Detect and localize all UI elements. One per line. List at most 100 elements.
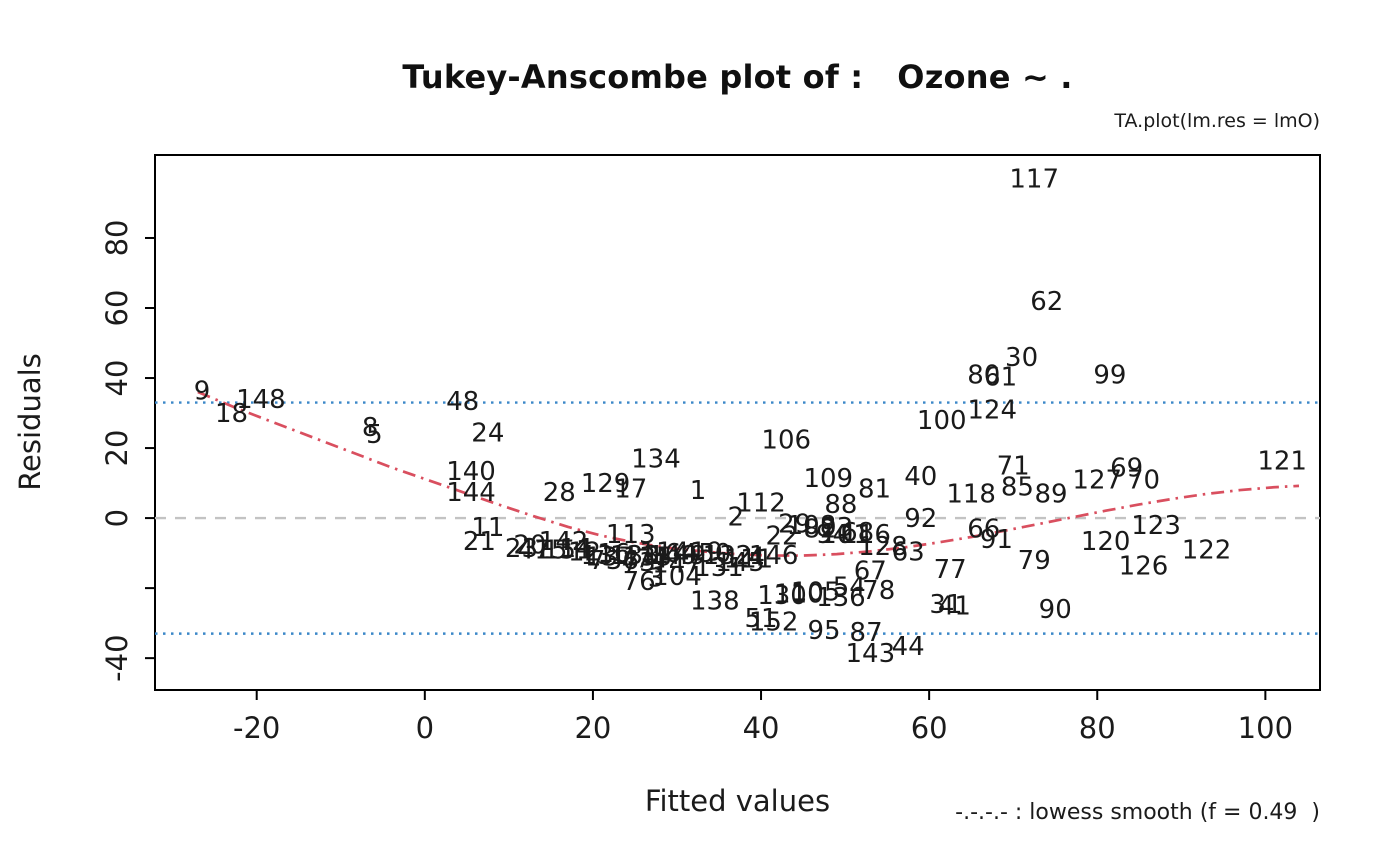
point-label: 82 <box>803 515 836 545</box>
point-label: 109 <box>803 464 853 494</box>
point-label: 90 <box>1039 595 1072 625</box>
point-label: 136 <box>816 583 866 613</box>
point-label: 124 <box>967 396 1017 426</box>
point-label: 54 <box>833 572 866 602</box>
point-label: 85 <box>1001 473 1034 503</box>
y-tick-label: -40 <box>100 634 134 681</box>
point-label: 133 <box>610 541 660 571</box>
point-label: 63 <box>892 537 925 567</box>
plot-call-annotation: TA.plot(lm.res = lmO) <box>1114 110 1320 132</box>
plot-title: Tukey-Anscombe plot of : Ozone ~ . <box>402 58 1073 96</box>
point-label: 67 <box>854 557 887 587</box>
point-label: 144 <box>446 478 496 508</box>
point-label: 88 <box>824 490 857 520</box>
point-label: 30 <box>1005 343 1038 373</box>
point-label: 70 <box>1127 466 1160 496</box>
point-label: 51 <box>744 604 777 634</box>
point-label: 17 <box>614 474 647 504</box>
point-label: 66 <box>967 515 1000 545</box>
point-label: 20 <box>513 530 546 560</box>
point-label: 112 <box>736 488 786 518</box>
point-label: 4 <box>749 543 766 573</box>
point-label: 106 <box>761 425 811 455</box>
point-label: 18 <box>215 399 248 429</box>
point-label: 62 <box>1030 287 1063 317</box>
point-label: 28 <box>543 478 576 508</box>
point-label: 73 <box>623 548 656 578</box>
point-label: 101 <box>820 520 870 550</box>
y-tick-label: 0 <box>100 509 134 527</box>
point-label: 104 <box>652 562 702 592</box>
point-label: 135 <box>623 543 673 573</box>
point-label: 31 <box>929 590 962 620</box>
point-label: 71 <box>997 452 1030 482</box>
point-label: 93 <box>820 513 853 543</box>
point-label: 22 <box>766 522 799 552</box>
point-label: 105 <box>791 578 841 608</box>
point-label: 113 <box>606 520 656 550</box>
point-label: 151 <box>543 536 593 566</box>
point-label: 134 <box>631 445 681 475</box>
y-tick-label: 80 <box>100 220 134 257</box>
point-label: 23 <box>505 534 538 564</box>
point-label: 44 <box>892 632 925 662</box>
point-label: 2 <box>728 502 745 532</box>
x-tick-label: -20 <box>233 711 280 745</box>
point-label: 147 <box>652 550 702 580</box>
point-label: 81 <box>858 474 891 504</box>
lowess-legend: -.-.-.- : lowess smooth (f = 0.49 ) <box>955 800 1320 825</box>
point-label: 47 <box>518 536 551 566</box>
point-label: 126 <box>1119 551 1169 581</box>
point-label: 122 <box>1182 536 1232 566</box>
x-axis-title: Fitted values <box>644 784 831 818</box>
point-label: 95 <box>808 616 841 646</box>
point-label: 142 <box>539 527 589 557</box>
point-label: 61 <box>984 362 1017 392</box>
point-label: 16 <box>597 539 630 569</box>
point-label: 92 <box>904 504 937 534</box>
point-label: 127 <box>1072 466 1122 496</box>
point-label: 87 <box>850 618 883 648</box>
point-label: 13 <box>581 541 614 571</box>
x-tick-label: 100 <box>1238 711 1293 745</box>
point-label: 15 <box>534 536 567 566</box>
point-label: 123 <box>1131 511 1181 541</box>
point-label: 94 <box>816 520 849 550</box>
point-label: 24 <box>471 418 504 448</box>
y-tick-label: 40 <box>100 360 134 397</box>
point-label: 9 <box>194 376 211 406</box>
point-label: 149 <box>648 541 698 571</box>
point-label: 129 <box>581 469 631 499</box>
point-label: 121 <box>1257 446 1307 476</box>
point-label: 131 <box>694 553 744 583</box>
point-label: 91 <box>980 525 1013 555</box>
y-axis-title: Residuals <box>13 353 47 491</box>
point-label: 14 <box>560 534 593 564</box>
point-label: 68 <box>841 518 874 548</box>
point-label: 78 <box>862 576 895 606</box>
point-label: 29 <box>778 509 811 539</box>
point-label: 8 <box>362 413 379 443</box>
point-label: 12 <box>568 537 601 567</box>
point-label: 148 <box>236 385 286 415</box>
point-label: 50 <box>698 539 731 569</box>
point-label: 5 <box>366 420 383 450</box>
point-label: 137 <box>585 543 635 573</box>
x-tick-label: 20 <box>574 711 611 745</box>
point-label: 64 <box>665 539 698 569</box>
point-label: 114 <box>640 537 690 567</box>
x-tick-label: 0 <box>416 711 434 745</box>
point-label: 36 <box>606 546 639 576</box>
point-label: 69 <box>1110 453 1143 483</box>
point-label: 108 <box>787 511 837 541</box>
point-label: 110 <box>774 579 824 609</box>
x-tick-label: 80 <box>1079 711 1116 745</box>
point-label: 132 <box>703 541 753 571</box>
point-label: 128 <box>858 532 908 562</box>
point-label: 21 <box>463 527 496 557</box>
point-label: 7 <box>589 546 606 576</box>
point-label: 100 <box>917 406 967 436</box>
y-tick-label: 20 <box>100 430 134 467</box>
point-label: 80 <box>967 361 1000 391</box>
